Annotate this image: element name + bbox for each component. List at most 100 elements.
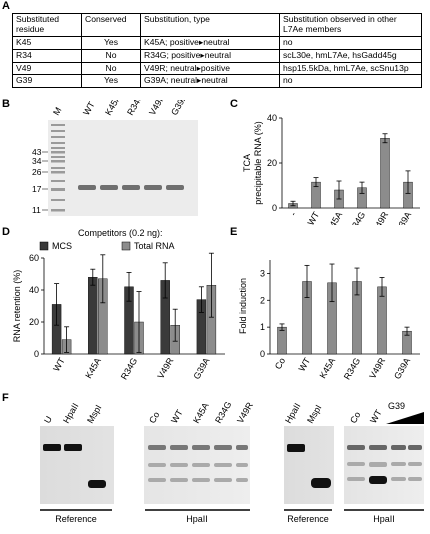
type-to: positive [200,62,231,73]
gel-f2-lane-label: HpaII [283,401,302,425]
chart-d-ylabel: RNA retention (%) [12,270,22,343]
gel-b-lane-label: WT [81,100,97,117]
panel-label-c: C [230,98,238,110]
category-label: R34G [347,210,367,225]
type-from: neutral [170,75,198,86]
gel-f2-gradient-label: G39 [388,401,405,411]
chart-d-bars [51,252,217,355]
gel-f2-bands [287,444,387,488]
cell-conserved: No [81,61,141,76]
category-label: R34G [342,356,362,381]
bar [277,326,287,355]
gel-b-lane-label: R34G [125,100,145,117]
type-to: neutral [203,36,230,47]
chart-d-legend-entry: Total RNA [134,241,175,251]
sample-bands [78,185,184,190]
gel-f2-lane-label: MspI [305,403,323,425]
category-label: K45A [83,356,103,380]
cell-substitution: K45A; positive▸neutral [140,35,280,50]
gel-f2-group-reference: Reference [287,514,329,524]
table-row: G39 Yes G39A; neutral▸neutral no [12,74,422,89]
legend-swatch-mcs [39,241,49,251]
chart-e-ylabel: Fold induction [238,278,248,334]
bar [88,277,98,355]
cell-observed: no [279,35,422,50]
gel-f1-sample-bands [148,445,248,450]
y-tick-label: 3 [260,268,265,278]
chart-c-categories: - WT K45A R34G V49R G39A [288,210,413,225]
gel-f1-spacer [114,426,144,504]
gel-b-lane-label: K45A [103,100,123,117]
category-label: V49R [367,356,387,381]
y-tick-label: 0 [34,349,39,359]
header-substitution: Substitution, type [140,13,280,37]
gel-b-marker-label: 11 [32,205,41,215]
cell-residue: K45 [12,35,82,50]
arrow-icon: ▸ [198,36,204,47]
gel-b-lane-label: V49R [147,100,167,117]
category-label: V49R [370,210,390,225]
arrow-icon: ▸ [196,62,201,73]
arrow-icon: ▸ [200,49,205,60]
y-tick-label: 40 [267,113,277,123]
arrow-icon: ▸ [197,75,202,86]
table-row: R34 No R34G; positive▸neutral scL30e, hm… [12,48,422,63]
cell-substitution: R34G; positive▸neutral [140,48,280,63]
chart-c-ylabel-line1: TCA [242,154,252,172]
gel-f1-lane-label: HpaII [61,401,80,425]
cell-observed: no [279,74,422,89]
gel-f1-lane-label: K45A [191,401,211,425]
legend-swatch-total-rna [121,241,131,251]
gel-f2-lane-label: WT [368,407,384,425]
substitution-table: Substituted residue Conserved Substituti… [12,13,422,89]
category-label: R34G [119,356,139,381]
bar [377,286,387,355]
type-to: neutral [204,49,231,60]
y-tick-label: 0 [272,203,277,213]
substitution-code: V49R; [144,62,168,73]
category-label: G39A [392,356,412,381]
cell-conserved: Yes [81,74,141,89]
marker-ticks [42,151,48,211]
cell-conserved: Yes [81,35,141,50]
y-tick-label: 2 [260,295,265,305]
gel-b: M WT K45A R34G V49R G39A 43 34 26 17 11 [32,100,198,216]
y-tick-label: 20 [267,158,277,168]
gel-f1-group-reference: Reference [55,514,97,524]
header-observed: Substitution observed in other L7Ae memb… [279,13,422,37]
table-row: K45 Yes K45A; positive▸neutral no [12,35,422,50]
panel-label-f: F [2,392,9,404]
chart-c-bars [288,133,413,209]
gel-f2-group-hpaii: HpaII [373,514,395,524]
chart-d: Competitors (0.2 ng): MCS Total RNA RNA … [12,228,225,381]
category-label: - [288,210,298,218]
cell-residue: V49 [12,61,82,76]
chart-e-categories: Co WT K45A R34G V49R G39A [273,356,412,382]
table-row: V49 No V49R; neutral▸positive hsp15.5kDa… [12,61,422,76]
chart-d-ticks: 0 20 40 60 [29,253,44,359]
gel-b-lane-label: G39A [169,100,189,117]
type-from: neutral [170,62,197,73]
substitution-code: G39A; [144,75,169,86]
marker-ladder [51,124,65,212]
gel-f1-lane-label: WT [169,407,185,425]
type-from: positive [171,49,201,60]
gel-f: U HpaII MspI Co WT K45A R34G V49R Refere… [40,400,424,524]
cell-observed: hsp15.5kDa, hmL7Ae, scSnu13p [279,61,422,76]
category-label: V49R [156,356,176,381]
cell-observed: scL30e, hmL7Ae, hsGadd45g [279,48,422,63]
panel-label-b: B [2,98,10,110]
chart-c-ylabel-line2: precipitable RNA (%) [253,121,263,205]
chart-e-ticks: 0 1 2 3 [260,268,270,359]
chart-d-legend-title: Competitors (0.2 ng): [78,228,163,238]
gel-b-marker-label: 43 [32,147,42,157]
category-label: WT [297,356,313,374]
cell-residue: G39 [12,74,82,89]
gel-f1-group-hpaii: HpaII [186,514,208,524]
y-tick-label: 1 [260,322,265,332]
gel-b-marker-label: 26 [32,167,42,177]
chart-e-bars [277,263,412,355]
gel-f2-faint-bands [347,462,422,481]
cell-substitution: V49R; neutral▸positive [140,61,280,76]
gel-f2-spacer [334,426,344,504]
